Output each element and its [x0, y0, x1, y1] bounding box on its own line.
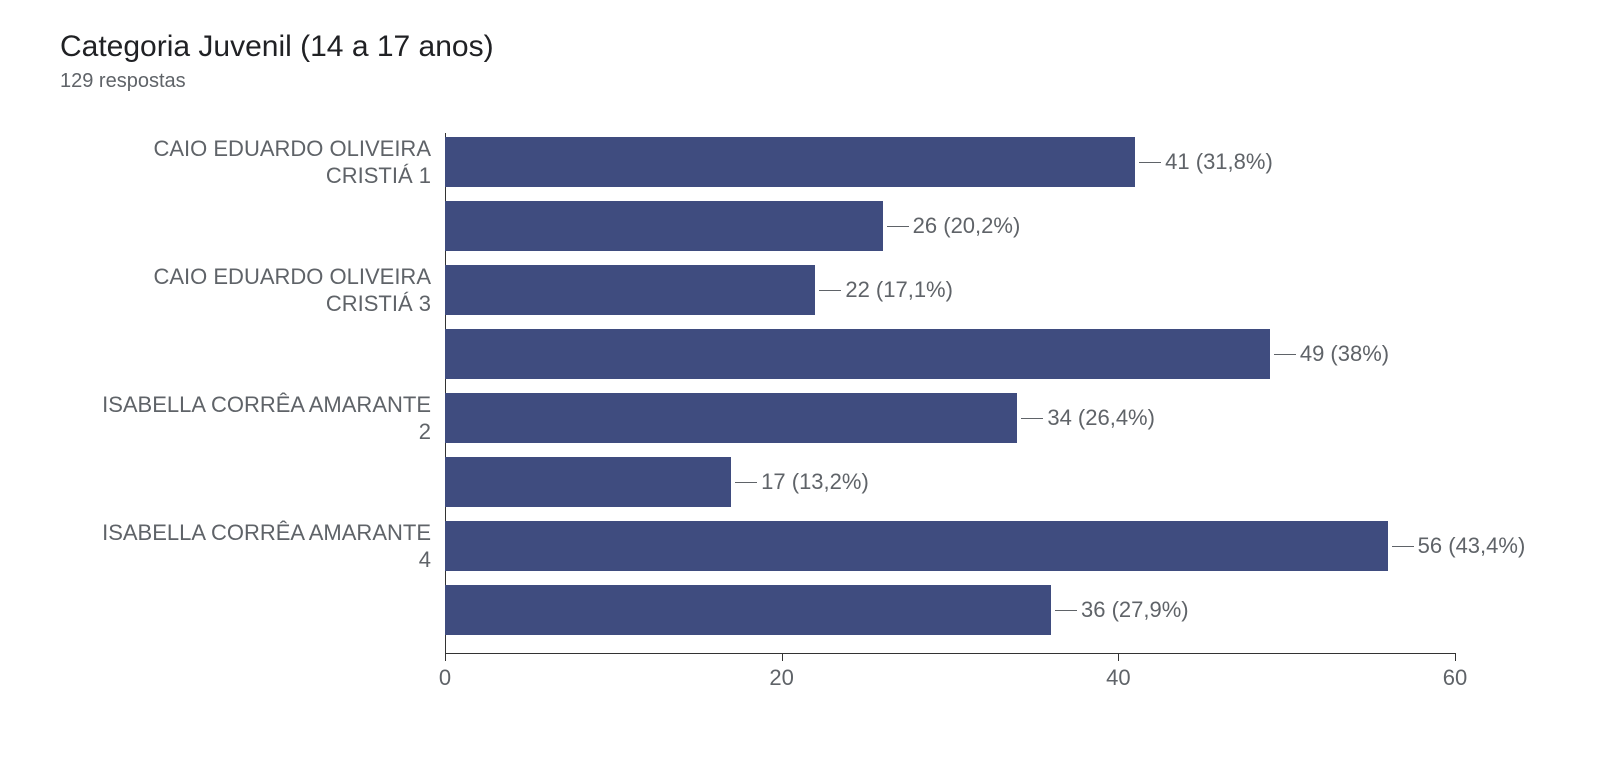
leader-line: [819, 290, 841, 291]
x-tick-label: 60: [1443, 665, 1467, 691]
bar: [445, 393, 1017, 443]
bar-value-label: 41 (31,8%): [1139, 149, 1273, 175]
y-category-label: CAIO EDUARDO OLIVEIRACRISTIÁ 3: [60, 263, 431, 318]
y-category-label: ISABELLA CORRÊA AMARANTE2: [60, 391, 431, 446]
chart-area: CAIO EDUARDO OLIVEIRACRISTIÁ 1CAIO EDUAR…: [60, 133, 1540, 723]
y-category-label-line: 4: [60, 546, 431, 574]
bar-value-label: 36 (27,9%): [1055, 597, 1189, 623]
bar-value-label: 26 (20,2%): [887, 213, 1021, 239]
leader-line: [1055, 610, 1077, 611]
x-tick: [1455, 653, 1456, 661]
y-category-label-line: 2: [60, 418, 431, 446]
bar-value-label: 22 (17,1%): [819, 277, 953, 303]
y-category-label-line: ISABELLA CORRÊA AMARANTE: [60, 519, 431, 547]
chart-container: Categoria Juvenil (14 a 17 anos) 129 res…: [0, 0, 1600, 761]
bar-value-text: 36 (27,9%): [1081, 597, 1189, 623]
bar: [445, 521, 1388, 571]
chart-subtitle: 129 respostas: [60, 70, 1540, 93]
bar-value-text: 34 (26,4%): [1047, 405, 1155, 431]
bar: [445, 585, 1051, 635]
bar-value-text: 17 (13,2%): [761, 469, 869, 495]
bar-value-text: 22 (17,1%): [845, 277, 953, 303]
bar-value-text: 56 (43,4%): [1418, 533, 1526, 559]
leader-line: [887, 226, 909, 227]
y-category-label-line: CRISTIÁ 3: [60, 290, 431, 318]
bar-value-text: 49 (38%): [1300, 341, 1389, 367]
leader-line: [1274, 354, 1296, 355]
x-tick: [782, 653, 783, 661]
bar: [445, 201, 883, 251]
y-category-label-line: CAIO EDUARDO OLIVEIRA: [60, 263, 431, 291]
leader-line: [1139, 162, 1161, 163]
bar: [445, 329, 1270, 379]
x-tick-label: 20: [769, 665, 793, 691]
y-category-label-line: CRISTIÁ 1: [60, 162, 431, 190]
leader-line: [735, 482, 757, 483]
bar-value-text: 26 (20,2%): [913, 213, 1021, 239]
x-axis-line: [445, 653, 1455, 654]
y-category-label: ISABELLA CORRÊA AMARANTE4: [60, 519, 431, 574]
leader-line: [1021, 418, 1043, 419]
y-category-label-line: CAIO EDUARDO OLIVEIRA: [60, 135, 431, 163]
y-category-label: CAIO EDUARDO OLIVEIRACRISTIÁ 1: [60, 135, 431, 190]
x-tick: [1118, 653, 1119, 661]
leader-line: [1392, 546, 1414, 547]
chart-title: Categoria Juvenil (14 a 17 anos): [60, 30, 1540, 64]
bar: [445, 457, 731, 507]
bar-value-text: 41 (31,8%): [1165, 149, 1273, 175]
x-tick-label: 0: [439, 665, 451, 691]
bar: [445, 137, 1135, 187]
x-tick: [445, 653, 446, 661]
bar-value-label: 17 (13,2%): [735, 469, 869, 495]
y-category-label-line: ISABELLA CORRÊA AMARANTE: [60, 391, 431, 419]
x-tick-label: 40: [1106, 665, 1130, 691]
bar: [445, 265, 815, 315]
bar-value-label: 34 (26,4%): [1021, 405, 1155, 431]
bar-value-label: 49 (38%): [1274, 341, 1389, 367]
bar-value-label: 56 (43,4%): [1392, 533, 1526, 559]
